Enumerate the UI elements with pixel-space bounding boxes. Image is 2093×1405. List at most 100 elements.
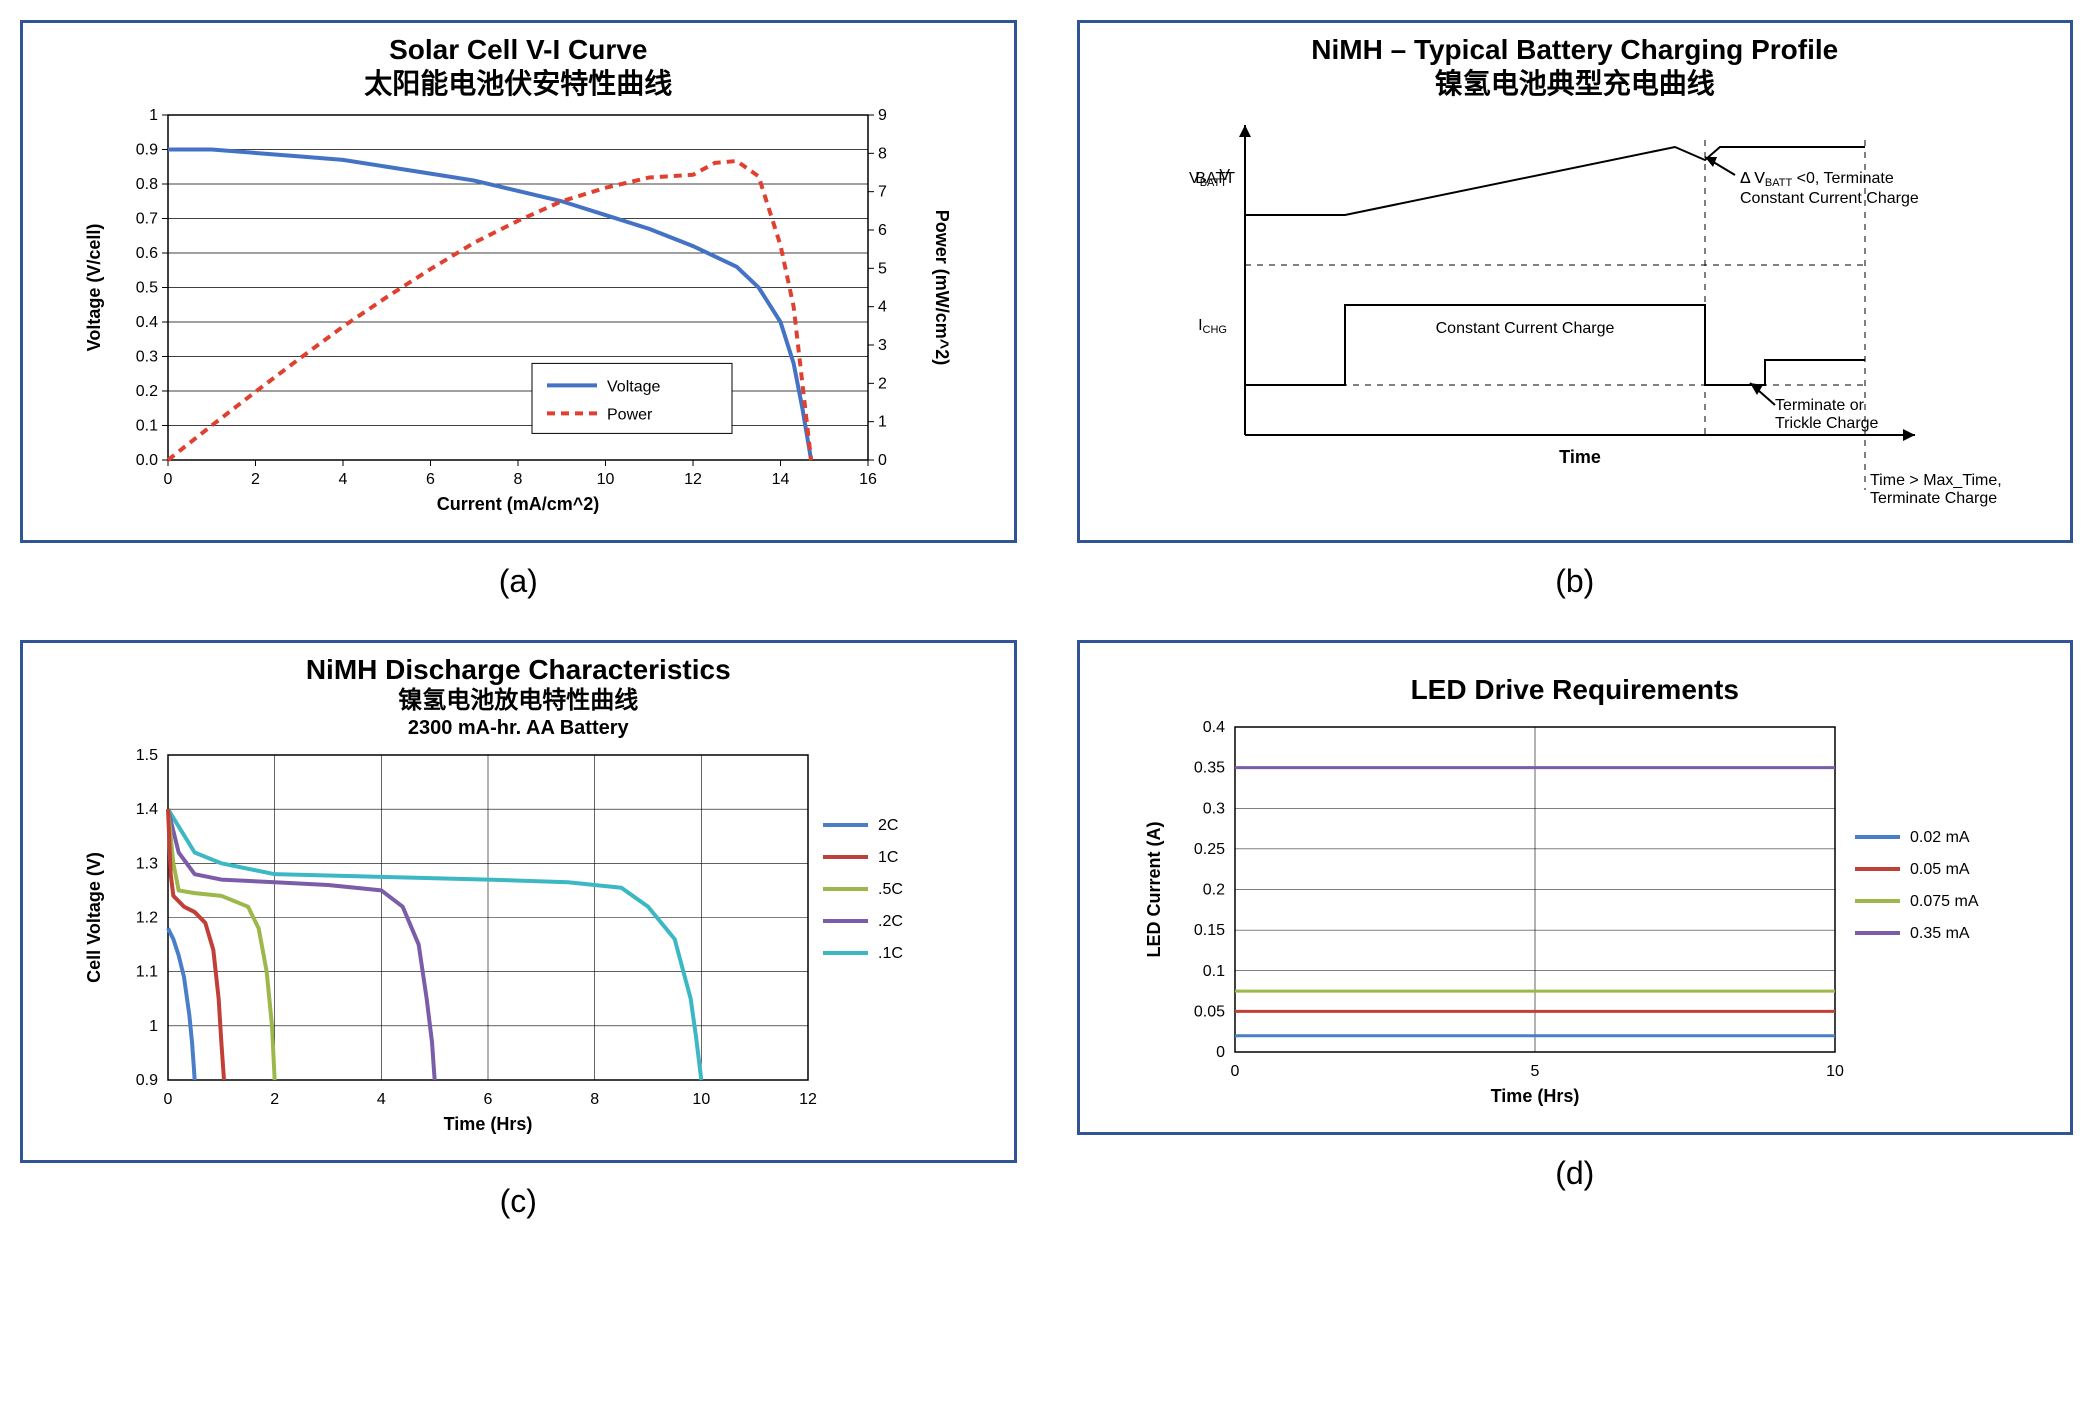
svg-text:0.35: 0.35 — [1194, 759, 1225, 776]
chart-c-title-en: NiMH Discharge Characteristics — [38, 653, 999, 687]
panel-c: NiMH Discharge Characteristics 镍氢电池放电特性曲… — [20, 640, 1017, 1219]
panel-d: LED Drive Requirements 051000.050.10.150… — [1077, 640, 2074, 1219]
svg-text:0: 0 — [1230, 1063, 1239, 1080]
svg-text:ICHG: ICHG — [1198, 317, 1227, 336]
svg-text:0.0: 0.0 — [136, 452, 158, 469]
svg-text:0.05 mA: 0.05 mA — [1910, 861, 1970, 878]
svg-text:Power (mW/cm^2): Power (mW/cm^2) — [932, 210, 952, 366]
svg-text:0.3: 0.3 — [1203, 800, 1225, 817]
svg-text:1.2: 1.2 — [136, 909, 158, 926]
svg-text:1.1: 1.1 — [136, 963, 158, 980]
chart-d-box: LED Drive Requirements 051000.050.10.150… — [1077, 640, 2074, 1135]
svg-text:0.2: 0.2 — [1203, 881, 1225, 898]
svg-text:Current (mA/cm^2): Current (mA/cm^2) — [437, 494, 600, 514]
svg-text:0.25: 0.25 — [1194, 841, 1225, 858]
chart-b-title-en: NiMH – Typical Battery Charging Profile — [1095, 33, 2056, 67]
svg-text:Δ VBATT <0, Terminate: Δ VBATT <0, Terminate — [1740, 170, 1894, 189]
svg-text:2: 2 — [251, 471, 260, 488]
svg-text:7: 7 — [878, 184, 887, 201]
panel-d-label: (d) — [1555, 1155, 1594, 1192]
svg-text:0.1: 0.1 — [1203, 963, 1225, 980]
panel-a: Solar Cell V-I Curve 太阳能电池伏安特性曲线 0246810… — [20, 20, 1017, 600]
svg-text:10: 10 — [1826, 1063, 1844, 1080]
svg-text:Terminate Charge: Terminate Charge — [1870, 490, 1997, 507]
svg-text:6: 6 — [426, 471, 435, 488]
svg-text:8: 8 — [590, 1091, 599, 1108]
svg-text:.1C: .1C — [878, 945, 903, 962]
svg-text:12: 12 — [684, 471, 702, 488]
svg-text:1.5: 1.5 — [136, 747, 158, 764]
svg-text:1C: 1C — [878, 849, 898, 866]
svg-text:1.4: 1.4 — [136, 801, 158, 818]
svg-text:0.5: 0.5 — [136, 280, 158, 297]
svg-text:1: 1 — [149, 1017, 158, 1034]
svg-text:0.4: 0.4 — [136, 314, 158, 331]
svg-text:.5C: .5C — [878, 881, 903, 898]
svg-text:0.075 mA: 0.075 mA — [1910, 893, 1979, 910]
svg-text:0.15: 0.15 — [1194, 922, 1225, 939]
svg-text:2C: 2C — [878, 817, 898, 834]
svg-text:0.35 mA: 0.35 mA — [1910, 925, 1970, 942]
svg-text:0.9: 0.9 — [136, 1072, 158, 1089]
svg-text:4: 4 — [878, 299, 887, 316]
svg-text:Time (Hrs): Time (Hrs) — [1490, 1086, 1579, 1106]
svg-text:4: 4 — [377, 1091, 386, 1108]
svg-text:10: 10 — [693, 1091, 711, 1108]
svg-text:Power: Power — [607, 407, 653, 424]
panel-b-label: (b) — [1555, 563, 1594, 600]
svg-text:0.2: 0.2 — [136, 383, 158, 400]
svg-text:0.8: 0.8 — [136, 176, 158, 193]
chart-a-box: Solar Cell V-I Curve 太阳能电池伏安特性曲线 0246810… — [20, 20, 1017, 543]
svg-text:Constant Current Charge: Constant Current Charge — [1740, 190, 1919, 207]
svg-text:Constant Current Charge: Constant Current Charge — [1435, 320, 1614, 337]
svg-text:2: 2 — [270, 1091, 279, 1108]
svg-text:1: 1 — [149, 107, 158, 124]
svg-text:0.3: 0.3 — [136, 349, 158, 366]
svg-text:0.4: 0.4 — [1203, 719, 1225, 736]
panel-a-label: (a) — [499, 563, 538, 600]
chart-b-box: NiMH – Typical Battery Charging Profile … — [1077, 20, 2074, 543]
svg-text:3: 3 — [878, 337, 887, 354]
svg-text:LED Current (A): LED Current (A) — [1144, 821, 1164, 957]
svg-text:1.3: 1.3 — [136, 855, 158, 872]
svg-text:Time: Time — [1559, 447, 1601, 467]
svg-text:8: 8 — [878, 146, 887, 163]
svg-text:16: 16 — [859, 471, 877, 488]
chart-d-svg: 051000.050.10.150.20.250.30.350.4Time (H… — [1135, 717, 2015, 1117]
panel-b: NiMH – Typical Battery Charging Profile … — [1077, 20, 2074, 600]
svg-text:0.02 mA: 0.02 mA — [1910, 829, 1970, 846]
svg-text:0: 0 — [878, 452, 887, 469]
svg-text:Trickle Charge: Trickle Charge — [1775, 415, 1879, 432]
svg-text:4: 4 — [339, 471, 348, 488]
svg-text:0.05: 0.05 — [1194, 1003, 1225, 1020]
chart-c-subtitle: 2300 mA-hr. AA Battery — [38, 716, 999, 740]
svg-text:0.1: 0.1 — [136, 418, 158, 435]
svg-text:Time (Hrs): Time (Hrs) — [444, 1114, 533, 1134]
svg-text:0.7: 0.7 — [136, 211, 158, 228]
svg-text:12: 12 — [799, 1091, 817, 1108]
svg-text:Cell Voltage (V): Cell Voltage (V) — [84, 852, 104, 983]
panel-c-label: (c) — [500, 1183, 537, 1220]
svg-text:Time > Max_Time,: Time > Max_Time, — [1870, 472, 2002, 489]
chart-a-svg: 02468101214160.00.10.20.30.40.50.60.70.8… — [78, 105, 958, 525]
chart-c-title-zh: 镍氢电池放电特性曲线 — [38, 687, 999, 716]
svg-text:0: 0 — [164, 1091, 173, 1108]
chart-a-title-zh: 太阳能电池伏安特性曲线 — [38, 67, 999, 101]
chart-c-svg: 0 2 4 6 8 10 12 0.9 1 1.1 1.2 1.3 1.4 1.5 Time (Hrs) Ce… — [78, 745, 958, 1145]
svg-text:10: 10 — [597, 471, 615, 488]
svg-text:Voltage (V/cell): Voltage (V/cell) — [84, 224, 104, 352]
chart-c-box: NiMH Discharge Characteristics 镍氢电池放电特性曲… — [20, 640, 1017, 1162]
svg-text:0.6: 0.6 — [136, 245, 158, 262]
svg-text:1: 1 — [878, 414, 887, 431]
chart-d-title: LED Drive Requirements — [1095, 673, 2056, 707]
svg-text:6: 6 — [484, 1091, 493, 1108]
chart-b-title-zh: 镍氢电池典型充电曲线 — [1095, 67, 2056, 101]
chart-b-svg: VBATTVBATTICHGConstant Current ChargeΔ V… — [1135, 105, 2015, 525]
svg-text:14: 14 — [772, 471, 790, 488]
figure-grid: Solar Cell V-I Curve 太阳能电池伏安特性曲线 0246810… — [20, 20, 2073, 1220]
svg-text:.2C: .2C — [878, 913, 903, 930]
svg-text:9: 9 — [878, 107, 887, 124]
svg-text:5: 5 — [878, 261, 887, 278]
svg-text:Voltage: Voltage — [607, 379, 660, 396]
svg-text:Terminate or: Terminate or — [1775, 397, 1865, 414]
